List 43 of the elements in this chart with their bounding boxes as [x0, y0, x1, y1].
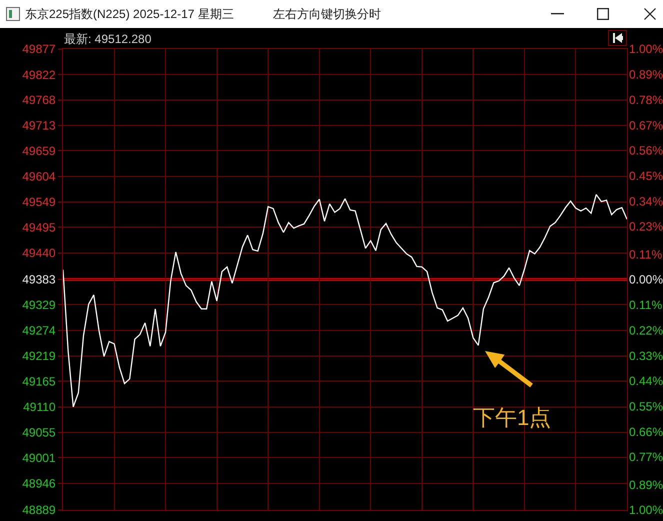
y-tick-label: 49440 [22, 246, 56, 260]
y-tick-label: 49604 [22, 170, 56, 184]
chart-title: 东京225指数(N225) 2025-12-17 星期三 [25, 6, 234, 22]
y-tick-label: 49383 [22, 272, 56, 287]
annotation: 下午1点 [473, 405, 552, 430]
y-tick-label: 49110 [23, 400, 56, 414]
y2-tick-label: 0.55% [629, 399, 663, 414]
chart-subtitle: 左右方向键切换分时 [273, 6, 381, 22]
y2-tick-label: 1.00% [629, 503, 663, 518]
y2-tick-label: 0.89% [629, 478, 663, 492]
y-tick-label: 49274 [22, 324, 56, 338]
y2-tick-label: 0.66% [629, 424, 663, 439]
y-tick-label: 49549 [22, 195, 56, 210]
y-tick-label: 49329 [22, 298, 56, 312]
y-tick-label: 49877 [22, 42, 56, 56]
y-tick-label: 48946 [22, 476, 56, 491]
y2-tick-label: 0.11% [629, 247, 662, 262]
line-series [63, 194, 627, 408]
y2-tick-label: 0.00% [629, 272, 663, 287]
y2-tick-label: 1.00% [629, 42, 663, 56]
y2-tick-label: 0.34% [629, 194, 663, 208]
y2-tick-label: 0.11% [629, 298, 662, 312]
y-tick-label: 49001 [22, 450, 56, 465]
y-tick-label: 49822 [22, 68, 56, 82]
y2-tick-label: 0.23% [629, 220, 663, 234]
y-tick-label: 48889 [22, 503, 56, 518]
y-tick-label: 49219 [22, 349, 56, 364]
y2-tick-label: 0.33% [629, 348, 663, 363]
y2-tick-label: 0.22% [629, 323, 663, 338]
y2-tick-label: 0.77% [629, 450, 663, 464]
y-tick-label: 49165 [22, 374, 56, 388]
y-tick-label: 49659 [22, 144, 56, 158]
y-tick-label: 49055 [22, 426, 56, 440]
y-tick-label: 49713 [22, 118, 56, 133]
y2-tick-label: 0.78% [629, 92, 663, 107]
y2-tick-label: 0.89% [629, 68, 663, 82]
y2-tick-label: 0.45% [629, 168, 663, 183]
y2-tick-label: 0.44% [629, 374, 663, 388]
text: 最新: 49512.280 [64, 32, 152, 46]
y-tick-label: 49768 [22, 93, 56, 108]
y2-tick-label: 0.67% [629, 118, 663, 132]
y2-tick-label: 0.56% [629, 144, 663, 158]
y-tick-label: 49495 [22, 220, 56, 234]
